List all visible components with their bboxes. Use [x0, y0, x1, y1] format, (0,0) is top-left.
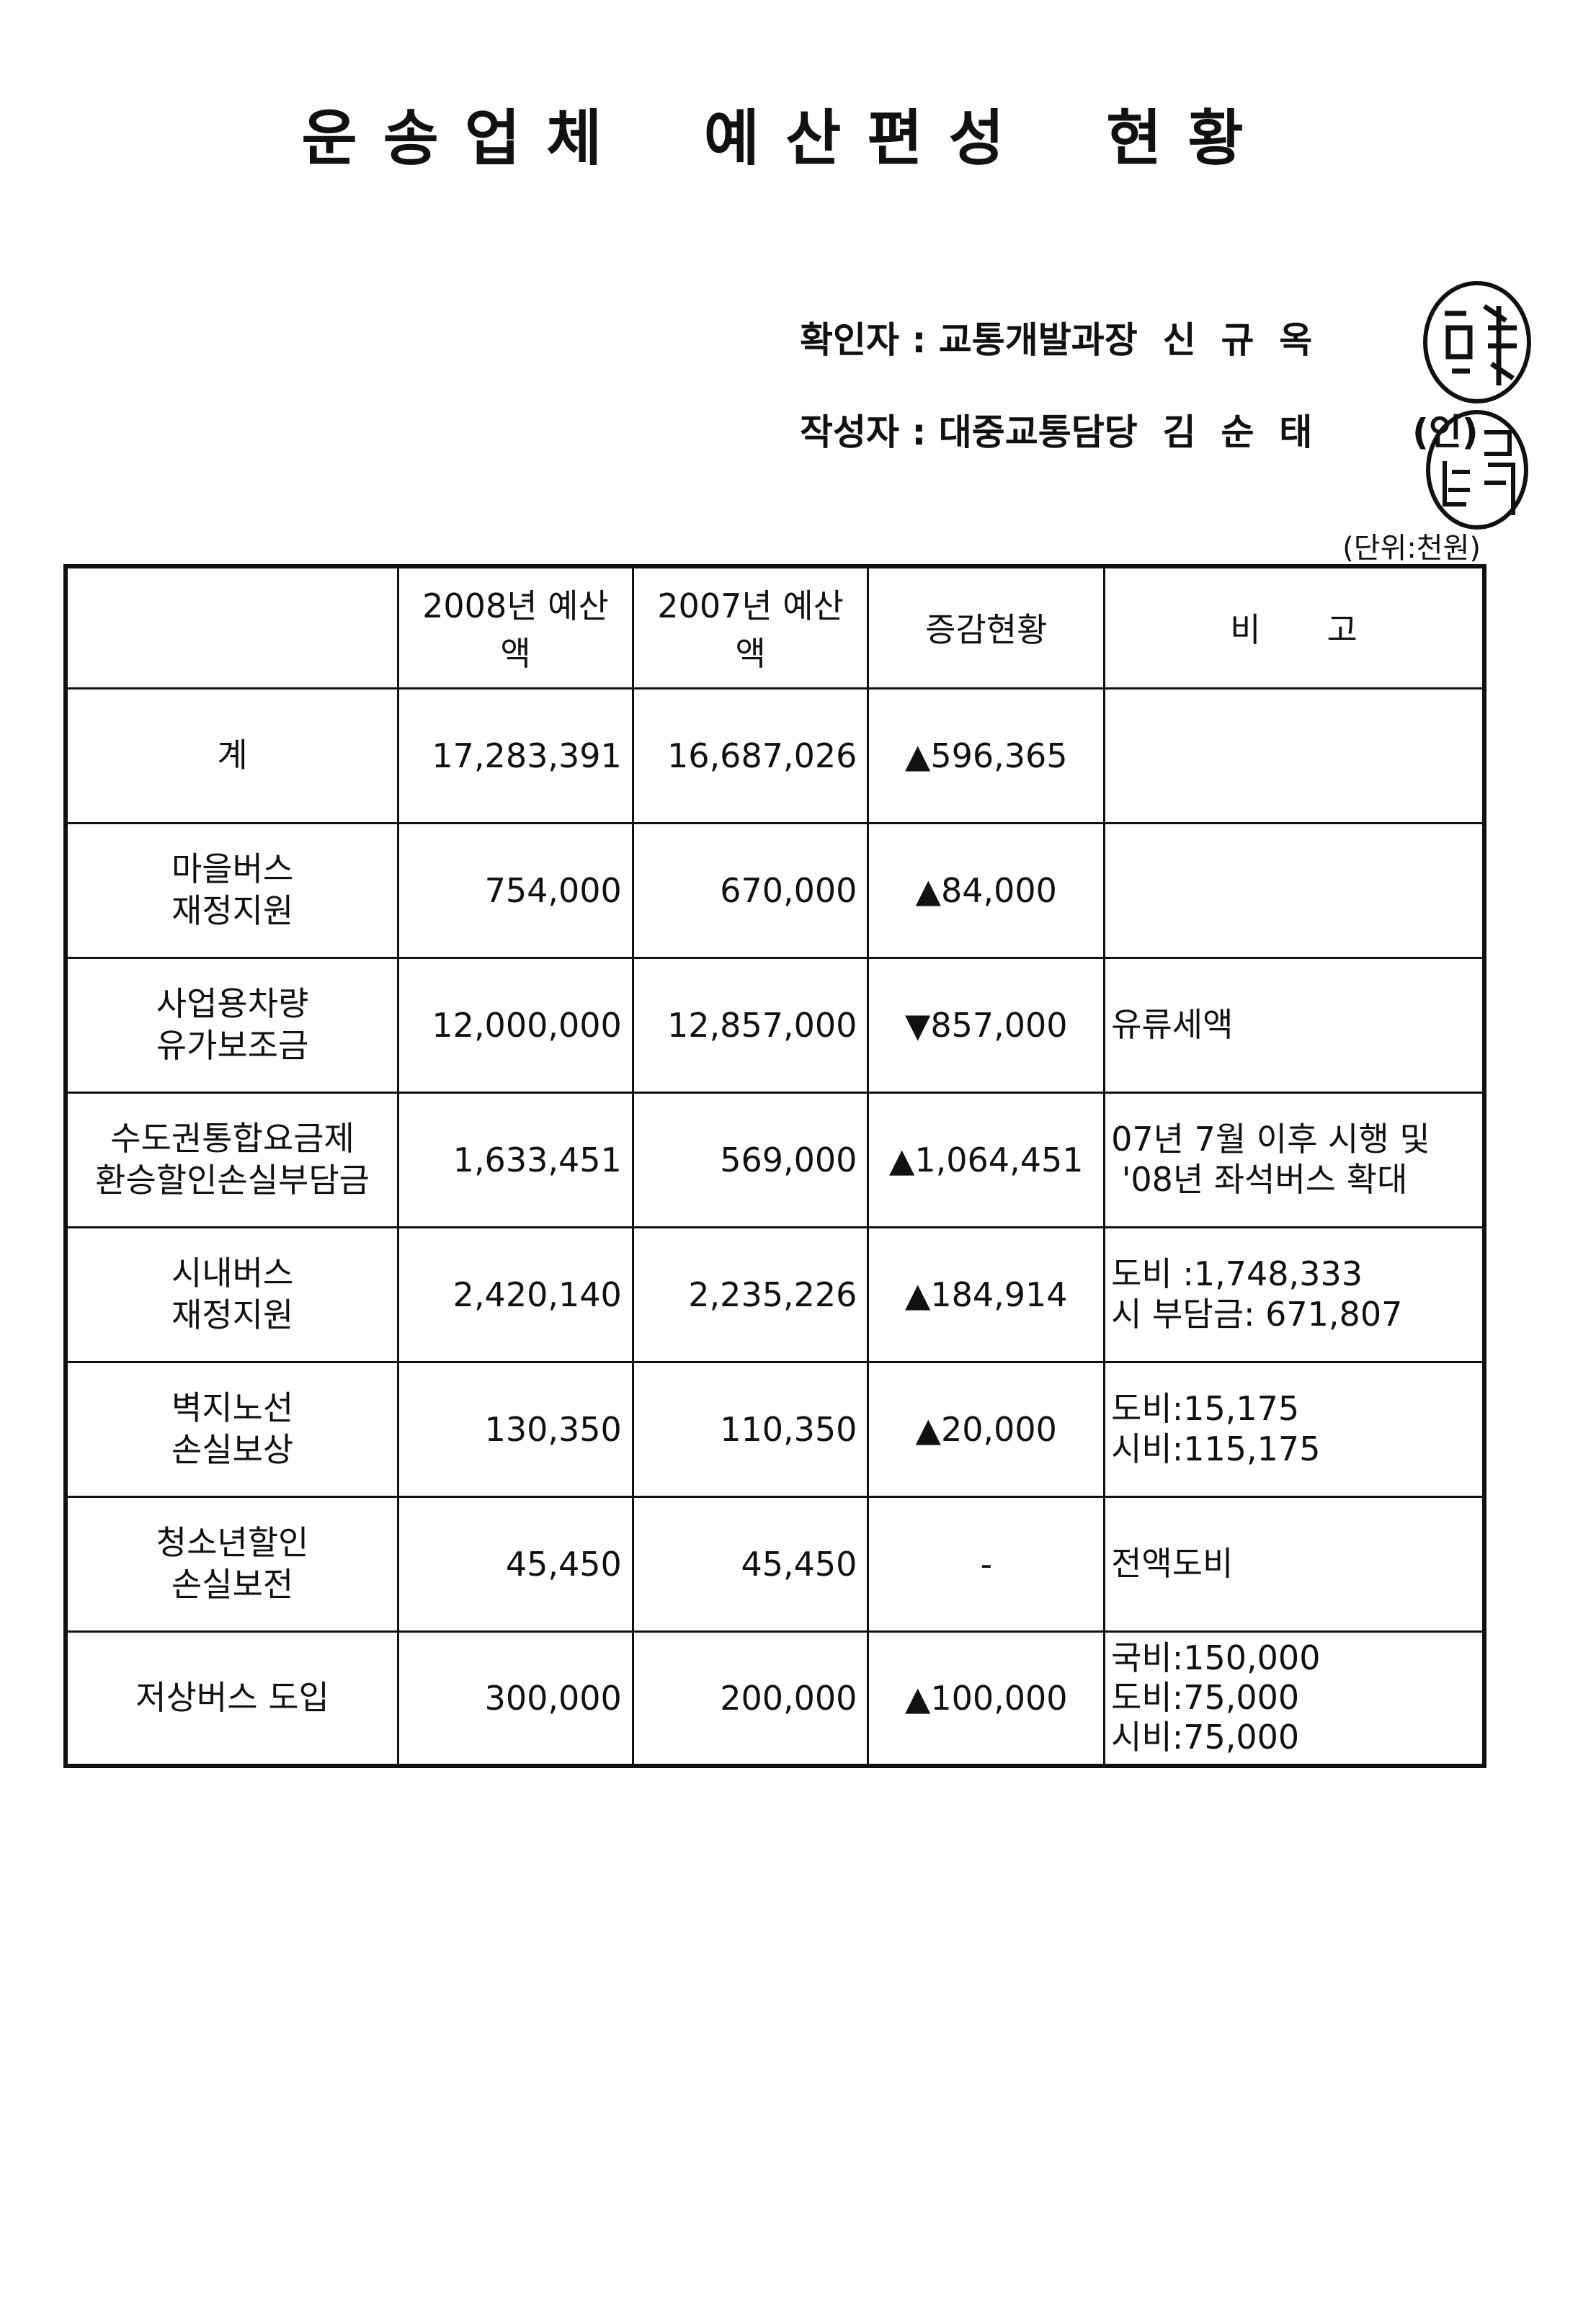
remarks-cell: 도비:15,175 시비:115,175: [1103, 1360, 1486, 1498]
budget-2007-cell: 16,687,026: [631, 687, 870, 824]
budget-2007-cell: 200,000: [631, 1630, 870, 1767]
remark-line: '08년 좌석버스 확대: [1111, 1159, 1408, 1199]
row-label-line: 유가보조금: [156, 1025, 309, 1065]
row-label-line: 청소년할인: [156, 1523, 309, 1562]
budget-2007-cell: 110,350: [631, 1360, 870, 1498]
table-row: 수도권통합요금제 환승할인손실부담금 1,633,451 569,000 ▲1,064,…: [64, 1091, 1486, 1228]
change-cell: ▲184,914: [867, 1226, 1106, 1363]
budget-2008-cell: 1,633,451: [397, 1091, 634, 1228]
row-label-line: 재정지원: [171, 1295, 294, 1334]
change-cell: -: [867, 1495, 1106, 1633]
remark-line: 시 부담금: 671,807: [1111, 1294, 1403, 1334]
unit-label: (단위:천원): [1342, 532, 1481, 565]
seal-stamp-icon: [1423, 281, 1531, 403]
remark-line: 07년 7월 이후 시행 및: [1111, 1120, 1430, 1159]
header-cell: 2008년 예산액: [397, 565, 634, 690]
row-label: 계: [64, 687, 400, 824]
row-label: 수도권통합요금제 환승할인손실부담금: [64, 1091, 400, 1228]
row-label: 저상버스 도입: [64, 1630, 400, 1767]
remark-line: 국비:150,000: [1111, 1638, 1321, 1677]
table-row: 청소년할인 손실보전 45,450 45,450- 전액도비: [64, 1495, 1486, 1633]
seal-mark: (인): [1412, 411, 1479, 453]
change-cell: ▼857,000: [867, 956, 1106, 1094]
remarks-cell: 국비:150,000 도비:75,000 시비:75,000: [1103, 1630, 1486, 1767]
change-cell: ▲1,064,451: [867, 1091, 1106, 1228]
remarks-cell: 유류세액: [1103, 956, 1486, 1094]
confirmer-line: 확인자 : 교통개발과장 신 규 옥: [800, 319, 1313, 361]
remarks-cell: 도비 :1,748,333 시 부담금: 671,807: [1103, 1226, 1486, 1363]
row-label-line: 수도권통합요금제: [110, 1119, 355, 1158]
row-label: 사업용차량 유가보조금: [64, 956, 400, 1094]
budget-2008-cell: 130,350: [397, 1360, 634, 1498]
budget-2008-cell: 12,000,000: [397, 956, 634, 1094]
page-title: 운송업체 예산편성 현황: [301, 103, 1270, 174]
remarks-cell: [1103, 687, 1486, 824]
header-cell: 비 고: [1103, 565, 1486, 690]
change-cell: ▲100,000: [867, 1630, 1106, 1767]
row-label-line: 손실보전: [171, 1564, 294, 1604]
remark-line: 전액도비: [1111, 1543, 1234, 1583]
table-row: 사업용차량 유가보조금 12,000,000 12,857,000 ▼857,000 유류…: [64, 956, 1486, 1094]
budget-2008-cell: 45,450: [397, 1495, 634, 1633]
header-cell: [64, 565, 400, 690]
row-label-line: 사업용차량: [156, 984, 309, 1023]
budget-2007-cell: 45,450: [631, 1495, 870, 1633]
remark-line: 도비:15,175: [1111, 1389, 1300, 1429]
budget-2008-cell: 754,000: [397, 821, 634, 959]
row-label: 마을버스 재정지원: [64, 821, 400, 959]
header-cell: 증감현황: [867, 565, 1106, 690]
change-cell: ▲84,000: [867, 821, 1106, 959]
row-label-line: 벽지노선: [171, 1388, 294, 1427]
remark-line: 도비 :1,748,333: [1111, 1254, 1363, 1294]
row-label-line: 계: [217, 735, 248, 775]
seal-stamp-icon: [1426, 410, 1528, 530]
remarks-cell: 전액도비: [1103, 1495, 1486, 1633]
budget-table: 2008년 예산액 2007년 예산액 증감현황 비 고 계 17,283,391…: [63, 564, 1486, 1768]
table-row: 벽지노선 손실보상 130,350 110,350 ▲20,000 도비:15,175 시비…: [64, 1360, 1486, 1498]
table-row: 계 17,283,391 16,687,026 ▲596,365: [64, 687, 1486, 824]
table-header-row: 2008년 예산액 2007년 예산액 증감현황 비 고: [64, 565, 1486, 690]
remark-line: 시비:115,175: [1111, 1429, 1321, 1468]
budget-2007-cell: 2,235,226: [631, 1226, 870, 1363]
table-row: 저상버스 도입 300,000 200,000 ▲100,000 국비:150,000 도…: [64, 1630, 1486, 1767]
row-label: 벽지노선 손실보상: [64, 1360, 400, 1498]
remarks-cell: [1103, 821, 1486, 959]
table-row: 마을버스 재정지원 754,000 670,000 ▲84,000: [64, 821, 1486, 959]
row-label-line: 손실보상: [171, 1429, 294, 1469]
row-label-line: 재정지원: [171, 891, 294, 930]
remark-line: 시비:75,000: [1111, 1718, 1300, 1757]
author-line: 작성자 : 대중교통담당 김 순 태: [800, 411, 1313, 453]
remark-line: 유류세액: [1111, 1004, 1234, 1044]
remarks-cell: 07년 7월 이후 시행 및 '08년 좌석버스 확대: [1103, 1091, 1486, 1228]
table-row: 시내버스 재정지원 2,420,140 2,235,226 ▲184,914 도비 :1,…: [64, 1226, 1486, 1363]
budget-2008-cell: 17,283,391: [397, 687, 634, 824]
budget-2007-cell: 670,000: [631, 821, 870, 959]
row-label-line: 시내버스: [171, 1254, 294, 1293]
remark-line: 도비:75,000: [1111, 1678, 1300, 1718]
row-label-line: 마을버스: [171, 849, 294, 888]
budget-2007-cell: 12,857,000: [631, 956, 870, 1094]
budget-2008-cell: 2,420,140: [397, 1226, 634, 1363]
budget-2007-cell: 569,000: [631, 1091, 870, 1228]
row-label: 청소년할인 손실보전: [64, 1495, 400, 1633]
header-cell: 2007년 예산액: [631, 565, 870, 690]
row-label-line: 환승할인손실부담금: [95, 1160, 370, 1200]
row-label: 시내버스 재정지원: [64, 1226, 400, 1363]
change-cell: ▲20,000: [867, 1360, 1106, 1498]
change-cell: ▲596,365: [867, 687, 1106, 824]
row-label-line: 저상버스 도입: [135, 1678, 329, 1717]
budget-2008-cell: 300,000: [397, 1630, 634, 1767]
